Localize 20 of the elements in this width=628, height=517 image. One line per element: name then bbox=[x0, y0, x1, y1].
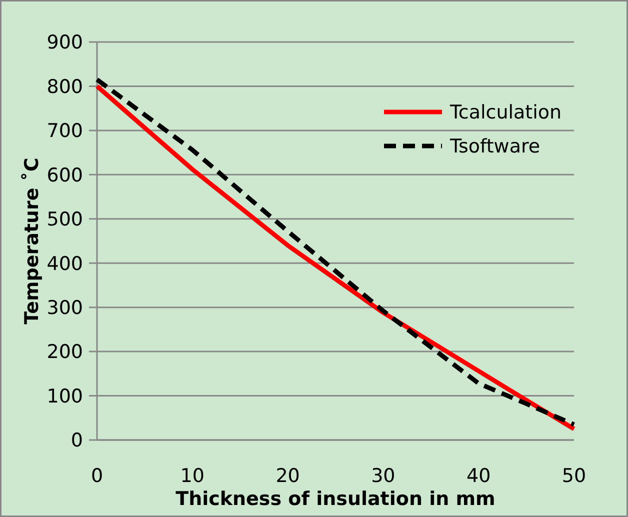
y-tick-label: 400 bbox=[46, 252, 83, 275]
y-tick-label: 900 bbox=[46, 32, 83, 54]
y-tick-label: 200 bbox=[46, 341, 83, 364]
y-tick-label: 600 bbox=[46, 164, 83, 186]
x-tick-label: 0 bbox=[90, 465, 104, 487]
y-tick-label: 500 bbox=[46, 208, 83, 231]
x-tick-label: 30 bbox=[371, 465, 396, 487]
y-axis-title: Temperature ˚C bbox=[21, 158, 43, 324]
y-tick-label: 0 bbox=[70, 430, 83, 452]
x-tick-label: 50 bbox=[562, 465, 586, 487]
y-tick-label: 300 bbox=[46, 296, 83, 319]
x-axis-title: Thickness of insulation in mm bbox=[176, 488, 496, 510]
legend-label: Tcalculation bbox=[449, 102, 562, 124]
x-tick-label: 20 bbox=[276, 465, 300, 487]
y-tick-label: 800 bbox=[46, 76, 83, 98]
y-tick-label: 700 bbox=[46, 120, 83, 142]
x-tick-label: 10 bbox=[180, 465, 204, 487]
y-tick-label: 100 bbox=[46, 385, 83, 408]
legend-label: Tsoftware bbox=[449, 136, 540, 158]
x-tick-label: 40 bbox=[466, 465, 491, 487]
